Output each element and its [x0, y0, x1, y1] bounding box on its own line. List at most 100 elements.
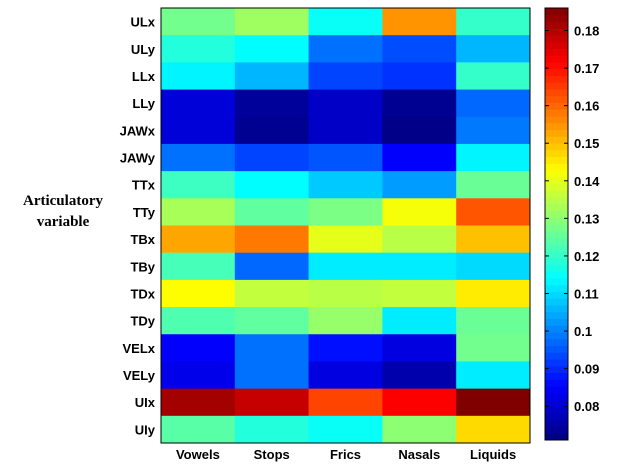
heatmap-cell-tby-stops	[234, 252, 310, 281]
colorbar-segment	[545, 48, 568, 56]
heatmap-cell-uly-frics	[308, 35, 383, 63]
heatmap-cell-ttx-liquids	[456, 171, 531, 199]
colorbar-segment	[545, 210, 568, 218]
colorbar-segment	[545, 163, 568, 171]
colorbar-tick-label: 0.17	[574, 61, 599, 76]
colorbar-tick-label: 0.11	[574, 286, 599, 301]
heatmap-cell-tbx-stops	[234, 225, 310, 254]
heatmap-cell-ulx-nasals	[382, 8, 457, 36]
heatmap-cell-velx-vowels	[161, 334, 236, 362]
heatmap-cell-vely-vowels	[161, 361, 236, 390]
row-label-ulx: ULx	[130, 15, 155, 30]
colorbar-segment	[545, 345, 568, 353]
colorbar-segment	[545, 399, 568, 407]
colorbar-segment	[545, 413, 568, 421]
colorbar-segment	[545, 197, 568, 205]
heatmap-cell-jawx-liquids	[456, 116, 531, 145]
colorbar-segment	[545, 217, 568, 225]
heatmap-cell-tty-vowels	[161, 198, 236, 226]
colorbar-segment	[545, 28, 568, 36]
colorbar-segment	[545, 82, 568, 90]
colorbar-segment	[545, 278, 568, 286]
row-label-tbx: TBx	[130, 232, 155, 247]
colorbar-segment	[545, 35, 568, 43]
column-label-stops: Stops	[254, 447, 290, 462]
colorbar-segment	[545, 365, 568, 373]
heatmap-cell-uly-liquids	[456, 35, 531, 63]
row-label-llx: LLx	[132, 69, 156, 84]
colorbar-segment	[545, 183, 568, 191]
colorbar-segment	[545, 129, 568, 137]
row-label-jawx: JAWx	[120, 123, 156, 138]
colorbar-segment	[545, 21, 568, 29]
row-label-ttx: TTx	[132, 178, 156, 193]
colorbar-segment	[545, 237, 568, 245]
heatmap-cell-tdx-nasals	[382, 279, 457, 308]
heatmap-cell-llx-stops	[234, 62, 310, 91]
heatmap-cell-tdx-stops	[234, 279, 310, 308]
heatmap-cell-uix-nasals	[382, 388, 457, 417]
heatmap-cell-tby-frics	[308, 252, 383, 281]
colorbar-segment	[545, 156, 568, 164]
heatmap-cell-tdx-liquids	[456, 279, 531, 308]
row-label-jawy: JAWy	[120, 151, 156, 166]
colorbar-segment	[545, 386, 568, 394]
heatmap-cell-vely-nasals	[382, 361, 457, 390]
heatmap-cell-jawy-vowels	[161, 143, 236, 172]
column-labels: Vowels Stops Frics Nasals Liquids	[176, 447, 516, 462]
heatmap-cell-tdy-stops	[234, 307, 310, 335]
heatmap-cell-llx-frics	[308, 62, 383, 91]
colorbar-segment	[545, 224, 568, 232]
colorbar-tick-label: 0.14	[574, 174, 600, 189]
heatmap-cell-vely-stops	[234, 361, 310, 390]
heatmap-cell-ulx-vowels	[161, 8, 236, 36]
heatmap-cell-tdy-liquids	[456, 307, 531, 335]
heatmap-cell-ulx-frics	[308, 8, 383, 36]
heatmap-cell-lly-liquids	[456, 89, 531, 118]
heatmap-cell-tty-nasals	[382, 198, 457, 226]
heatmap-cell-jawy-frics	[308, 143, 383, 172]
heatmap-cell-jawy-stops	[234, 143, 310, 172]
heatmap-cell-tdy-nasals	[382, 307, 457, 335]
heatmap-cell-llx-nasals	[382, 62, 457, 91]
heatmap-cell-uly-vowels	[161, 35, 236, 63]
colorbar-segment	[545, 203, 568, 211]
row-label-vely: VELy	[123, 368, 156, 383]
colorbar-segment	[545, 176, 568, 184]
row-label-tdx: TDx	[130, 286, 155, 301]
y-axis-label-line-2: variable	[37, 214, 90, 230]
heatmap-cell-tty-stops	[234, 198, 310, 226]
colorbar-tick-label: 0.09	[574, 362, 599, 377]
row-label-lly: LLy	[132, 96, 155, 111]
colorbar-tick-label: 0.08	[574, 399, 599, 414]
heatmap-cell-uiy-vowels	[161, 415, 236, 444]
heatmap-cell-tdx-frics	[308, 279, 383, 308]
heatmap-cell-uix-liquids	[456, 388, 531, 417]
heatmap-cell-tty-frics	[308, 198, 383, 226]
heatmap-cell-vely-frics	[308, 361, 383, 390]
colorbar-segment	[545, 406, 568, 414]
column-label-nasals: Nasals	[398, 447, 440, 462]
heatmap-cell-lly-vowels	[161, 89, 236, 118]
heatmap-cell-ttx-nasals	[382, 171, 457, 199]
colorbar-tick-label: 0.18	[574, 24, 599, 39]
heatmap-cell-uly-stops	[234, 35, 310, 63]
colorbar-segment	[545, 392, 568, 400]
colorbar-segment	[545, 62, 568, 70]
heatmap-cell-tbx-vowels	[161, 225, 236, 254]
colorbar-segment	[545, 149, 568, 157]
colorbar-segment	[545, 419, 568, 427]
colorbar-segment	[545, 55, 568, 63]
colorbar-segment	[545, 332, 568, 340]
row-label-uiy: UIy	[135, 422, 156, 437]
colorbar-segment	[545, 426, 568, 434]
colorbar-segment	[545, 251, 568, 259]
colorbar-segment	[545, 257, 568, 265]
heatmap-cell-jawx-frics	[308, 116, 383, 145]
colorbar-segment	[545, 136, 568, 144]
colorbar-segment	[545, 8, 568, 16]
heatmap-cell-uix-frics	[308, 388, 383, 417]
heatmap-cell-uiy-stops	[234, 415, 310, 444]
row-labels: ULx ULy LLx LLy JAWx JAWy TTx TTy TBx TBy TDx TDy VE…	[120, 15, 156, 438]
colorbar-tick-label: 0.12	[574, 249, 599, 264]
